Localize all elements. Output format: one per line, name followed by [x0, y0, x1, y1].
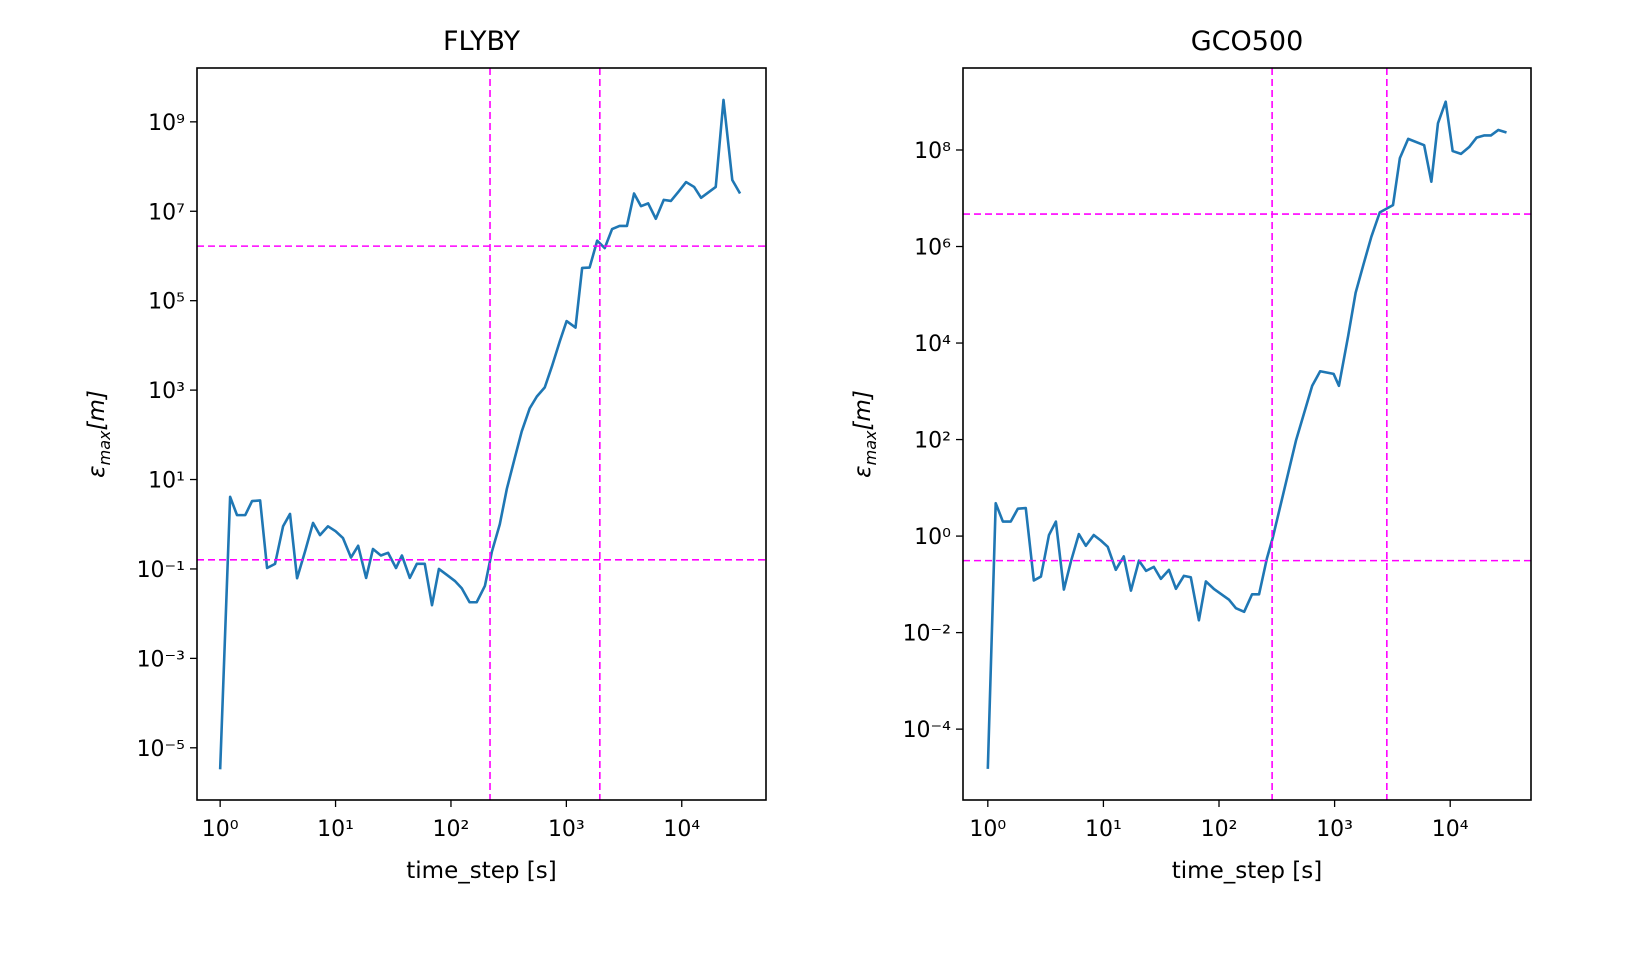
y-tick-label: 10⁹: [148, 111, 185, 136]
x-axis-label: time_step [s]: [406, 858, 556, 884]
y-tick-label: 10³: [148, 379, 185, 404]
x-tick-label: 10²: [433, 817, 470, 842]
y-tick-label: 10⁴: [914, 332, 951, 357]
y-tick-label: 10²: [914, 429, 951, 454]
y-tick-label: 10⁻⁵: [137, 737, 185, 762]
x-tick-label: 10³: [1316, 817, 1353, 842]
x-tick-label: 10⁴: [663, 817, 700, 842]
chart-title: FLYBY: [443, 26, 521, 57]
data-line: [986, 100, 1507, 769]
x-tick-label: 10⁰: [202, 817, 239, 842]
y-axis-label: εmax[m]: [84, 390, 114, 478]
y-tick-label: 10⁻³: [137, 647, 185, 672]
x-tick-label: 10⁰: [969, 817, 1006, 842]
y-label-subscript: max: [861, 430, 880, 465]
axes-frame: [962, 67, 1532, 801]
y-label-symbol: ε: [850, 465, 876, 477]
y-tick-label: 10⁻¹: [137, 558, 185, 583]
y-label-subscript: max: [95, 430, 114, 465]
y-label-unit: [m]: [84, 390, 110, 430]
y-tick-label: 10⁵: [148, 290, 185, 315]
x-tick-label: 10³: [548, 817, 585, 842]
y-axis-label: εmax[m]: [850, 390, 880, 478]
y-tick-label: 10¹: [148, 469, 185, 494]
y-label-symbol: ε: [84, 465, 110, 477]
x-tick-label: 10¹: [1085, 817, 1122, 842]
data-line: [218, 98, 742, 770]
y-label-unit: [m]: [850, 390, 876, 430]
y-tick-label: 10⁻⁴: [903, 718, 952, 743]
chart-title: GCO500: [1191, 26, 1304, 57]
subplot: FLYBY 10⁰ 10¹ 10² 10³ 10⁴ 10⁻⁵ 10⁻³ 10⁻¹ 10¹ 10³ 10…: [84, 26, 767, 884]
y-tick-label: 10⁻²: [903, 622, 951, 647]
x-tick-label: 10²: [1201, 817, 1238, 842]
y-tick-label: 10⁸: [914, 139, 951, 164]
subplot: GCO500 10⁰ 10¹ 10² 10³ 10⁴ 10⁻⁴ 10⁻² 10⁰ 10² 10⁴ 10…: [850, 26, 1532, 884]
x-tick-label: 10¹: [317, 817, 354, 842]
y-tick-label: 10⁰: [914, 525, 951, 550]
x-axis-label: time_step [s]: [1172, 858, 1322, 884]
axes-frame: [196, 67, 767, 801]
y-tick-label: 10⁶: [914, 236, 951, 261]
x-tick-label: 10⁴: [1432, 817, 1469, 842]
y-tick-label: 10⁷: [148, 200, 185, 225]
